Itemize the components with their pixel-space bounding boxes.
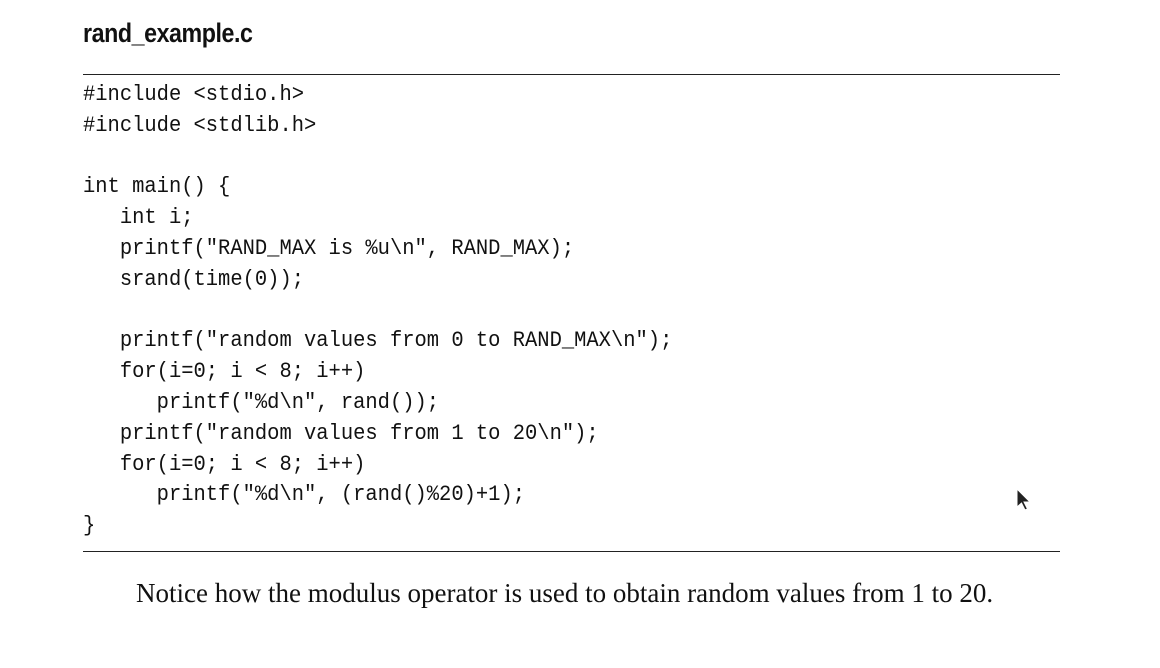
code-line: #include <stdio.h> [83,82,305,107]
mouse-pointer-icon [1016,488,1032,511]
code-line [83,296,672,327]
code-line: int i; [83,205,194,231]
code-line: printf("RAND_MAX is %u\n", RAND_MAX); [83,235,575,261]
code-line: } [83,513,96,539]
code-line: printf("random values from 1 to 20\n"); [83,420,599,446]
code-line: printf("%d\n", (rand()%20)+1); [83,482,526,508]
code-listing: #include <stdio.h> #include <stdlib.h> int… [83,80,717,542]
code-line: int main() { [83,174,231,200]
code-line: for(i=0; i < 8; i++) [83,359,366,385]
code-line: printf("%d\n", rand()); [83,389,440,415]
code-listing-title: rand_example.c [83,18,253,48]
code-line: srand(time(0)); [83,266,305,292]
body-paragraph: Notice how the modulus operator is used … [136,578,994,608]
code-line [83,142,672,173]
listing-top-rule [83,74,1060,75]
code-line: #include <stdlib.h> [83,112,317,138]
code-line: printf("random values from 0 to RAND_MAX… [83,328,673,354]
code-line: for(i=0; i < 8; i++) [83,451,366,477]
listing-bottom-rule [83,551,1060,552]
